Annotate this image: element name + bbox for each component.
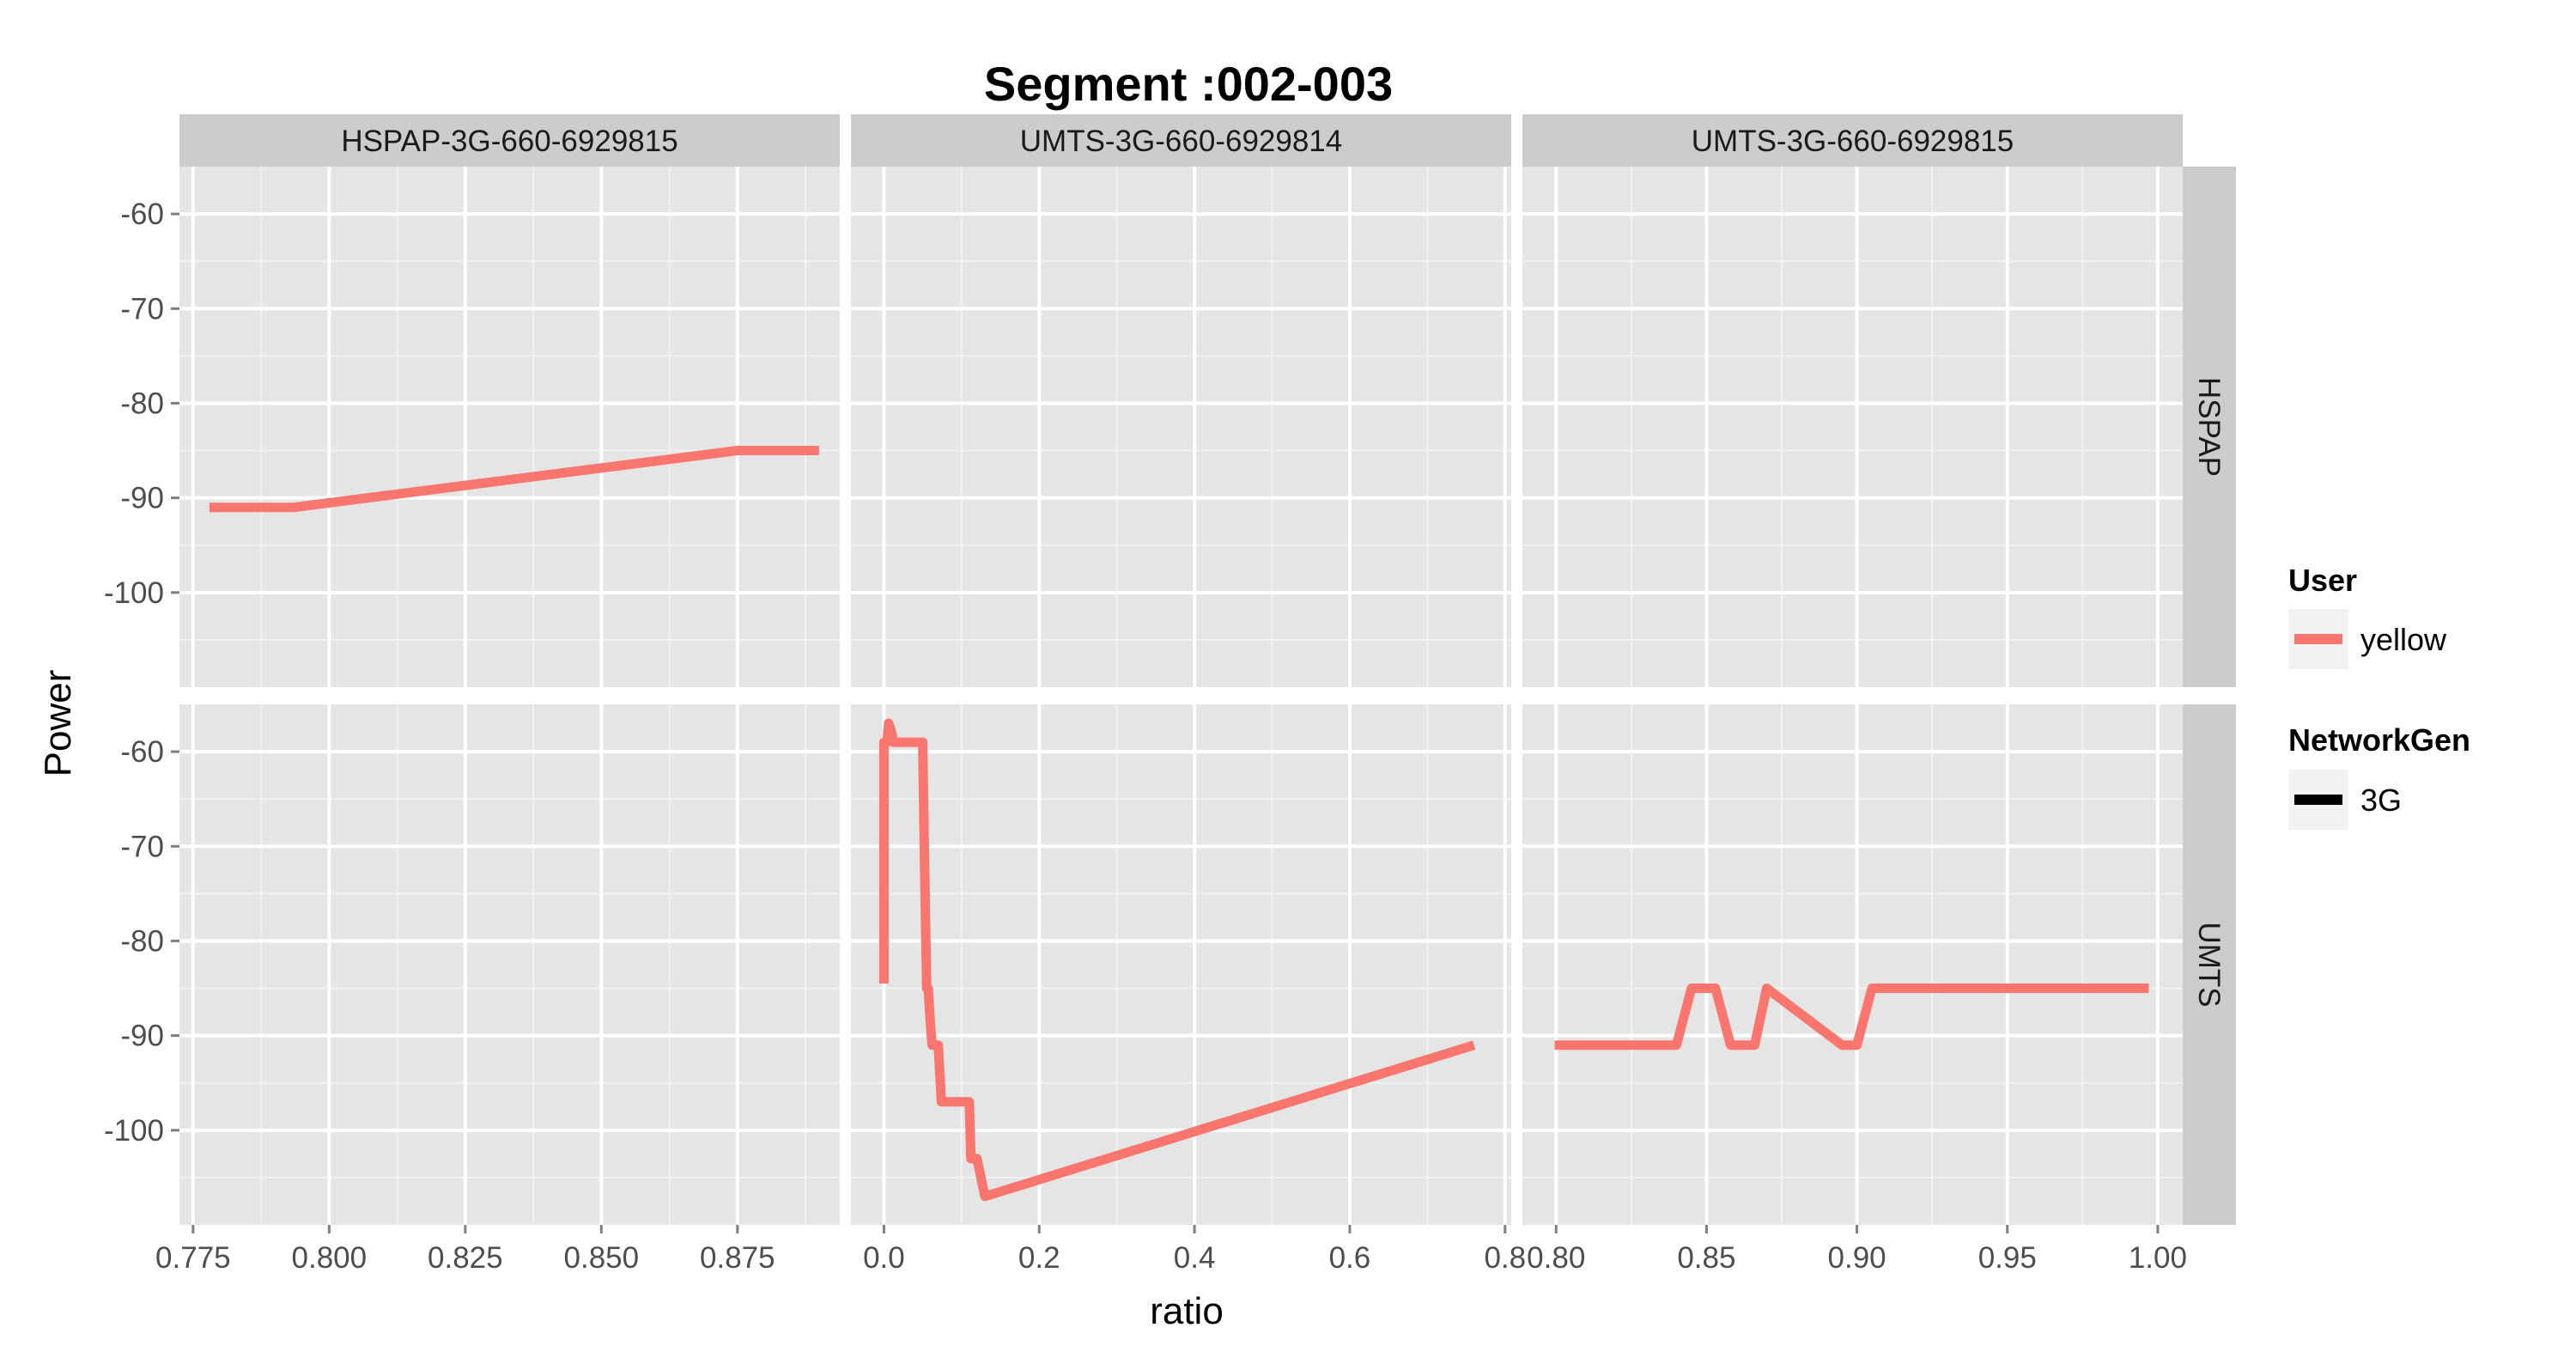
chart-title: Segment :002-003 (984, 57, 1393, 111)
y-tick-label: -60 (120, 735, 164, 769)
x-tick-label: 1.00 (2129, 1241, 2187, 1275)
y-axis-title: Power (37, 670, 79, 777)
y-tick-label: -80 (120, 924, 164, 958)
facet-panels (179, 167, 2183, 1225)
x-axis-title: ratio (1150, 1290, 1224, 1332)
column-strip-label: HSPAP-3G-660-6929815 (341, 125, 677, 158)
x-tick-label: 0.775 (155, 1241, 231, 1275)
panel-background (1522, 167, 2183, 687)
legend-title-user: User (2288, 563, 2357, 598)
y-tick-label: -90 (120, 1020, 164, 1053)
panel-background (179, 704, 840, 1225)
x-tick-label: 0.6 (1329, 1241, 1371, 1275)
x-tick-label: 0.800 (292, 1241, 368, 1275)
series-line-yellow-r0c0 (209, 446, 819, 513)
row-strip (2183, 167, 2236, 687)
column-strip (1522, 114, 2183, 167)
row-strip (2183, 704, 2236, 1225)
legend-title-networkgen: NetworkGen (2288, 722, 2470, 758)
axes: -60 -70 -80 -90 -100 -60 -70 -80 -90 -100 0.775 0.8… (104, 198, 2187, 1275)
y-tick-label: -100 (104, 576, 164, 610)
column-strip-label: UMTS-3G-660-6929815 (1692, 125, 2014, 158)
legend-label-3g: 3G (2360, 783, 2402, 818)
y-tick-label: -100 (104, 1114, 164, 1148)
x-tick-label: 0.875 (700, 1241, 775, 1275)
y-tick-label: -90 (120, 482, 164, 515)
legend: User yellow NetworkGen 3G (2288, 563, 2470, 830)
x-tick-label: 0.850 (564, 1241, 640, 1275)
column-strip (179, 114, 840, 167)
x-tick-label: 0.4 (1174, 1241, 1216, 1275)
panel-background (851, 704, 1511, 1225)
x-tick-label: 0.825 (428, 1241, 503, 1275)
x-tick-label: 0.95 (1978, 1241, 2037, 1275)
x-tick-label: 0.90 (1828, 1241, 1886, 1275)
column-strip (851, 114, 1511, 167)
panel-background (851, 167, 1511, 687)
panel-background (179, 167, 840, 687)
y-tick-label: -60 (120, 198, 164, 231)
x-tick-label: 0.80 (1527, 1241, 1585, 1275)
series-line-yellow-r1c1 (878, 718, 1476, 1202)
x-tick-label: 0.2 (1018, 1241, 1060, 1275)
legend-label-yellow: yellow (2360, 622, 2447, 657)
x-tick-label: 0.8 (1484, 1241, 1526, 1275)
facet-strips: HSPAP-3G-660-6929815 UMTS-3G-660-6929814 U… (179, 114, 2236, 1225)
row-strip-label: UMTS (2192, 922, 2226, 1007)
x-tick-label: 0.85 (1677, 1241, 1735, 1275)
column-strip-label: UMTS-3G-660-6929814 (1020, 125, 1342, 158)
y-tick-label: -70 (120, 292, 164, 326)
series-line-yellow-r1c2 (1554, 984, 2149, 1051)
panel-background (1522, 704, 2183, 1225)
y-tick-label: -80 (120, 387, 164, 420)
y-tick-label: -70 (120, 830, 164, 863)
x-tick-label: 0.0 (863, 1241, 905, 1275)
row-strip-label: HSPAP (2192, 377, 2226, 477)
